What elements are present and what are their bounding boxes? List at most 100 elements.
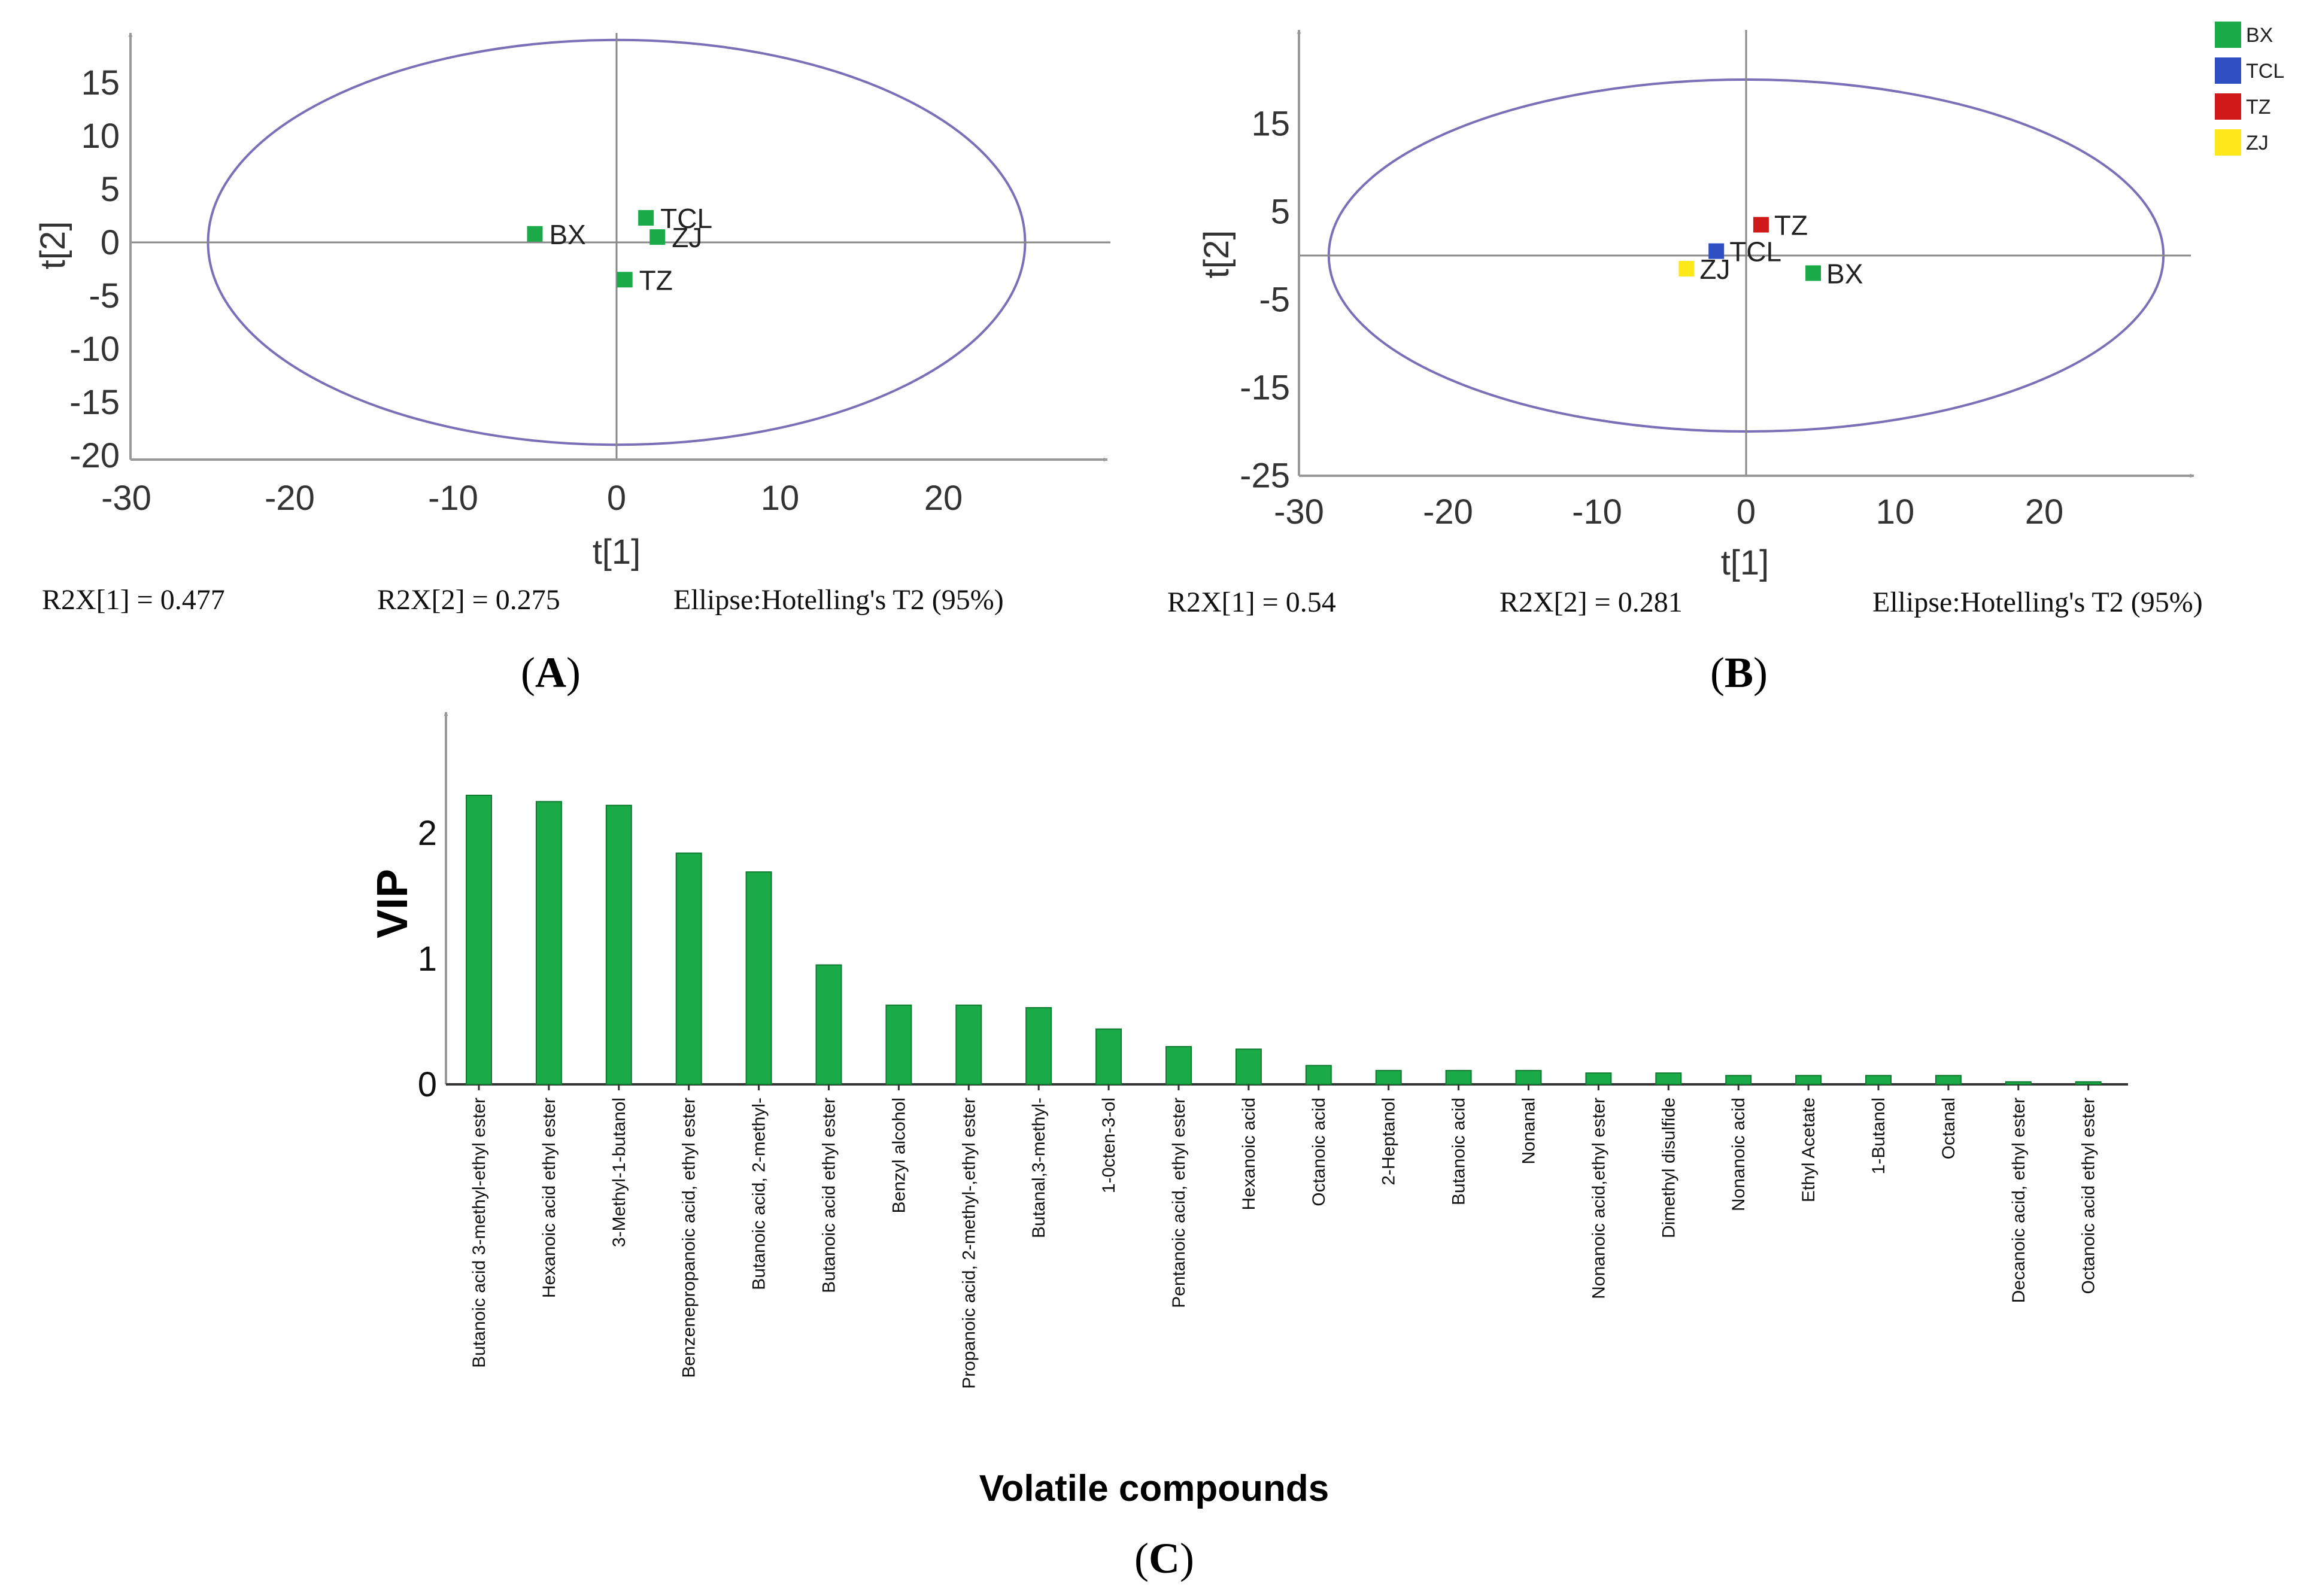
panel-a-point-bx — [527, 226, 543, 242]
panel-b-point-label: TCL — [1729, 236, 1781, 267]
vip-category-label: Butanoic acid ethyl ester — [819, 1098, 839, 1293]
vip-bar — [1305, 1065, 1332, 1085]
panel-c-label: (C) — [1134, 1534, 1194, 1582]
vip-bar — [1935, 1075, 1962, 1086]
vip-bar — [1235, 1048, 1262, 1085]
panel-a-point-label: BX — [550, 219, 586, 250]
panel-a-y-ticks: 15 10 5 0 -5 -10 -15 -20 — [69, 63, 120, 475]
panel-b-x-axis-title: t[1] — [1721, 543, 1769, 582]
panel-b-x-tick-label: 20 — [2025, 493, 2064, 531]
panel-a-y-tick-label: 15 — [81, 63, 120, 102]
vip-bar — [1445, 1069, 1472, 1086]
panel-a-point-tz — [617, 272, 633, 288]
panel-a-point-label: TZ — [639, 265, 673, 296]
panel-b-x-tick-label: -30 — [1274, 493, 1324, 531]
panel-b-x-tick-label: -20 — [1423, 493, 1473, 531]
vip-bar — [466, 795, 492, 1085]
vip-bar — [605, 804, 632, 1086]
panel-b-label: (B) — [1710, 649, 1768, 697]
panel-b-x-tick-label: 0 — [1737, 493, 1756, 531]
panel-c-y-ticks: 2 1 0 — [418, 814, 437, 1104]
panel-b-y-tick-label: 5 — [1271, 193, 1290, 232]
vip-category-label: Hexanoic acid ethyl ester — [539, 1098, 559, 1298]
vip-category-label: Hexanoic acid — [1239, 1098, 1259, 1210]
panel-b-y-tick-label: 15 — [1251, 105, 1290, 144]
panel-a-r2x1: R2X[1] = 0.477 — [42, 584, 225, 616]
vip-category-label: 2-Heptanol — [1379, 1098, 1399, 1185]
panel-b-y-ticks: 15 5 -5 -15 -25 — [1240, 105, 1290, 495]
vip-category-label: Propanoic acid, 2-methyl-,ethyl ester — [959, 1098, 979, 1389]
panel-a-x-axis-title: t[1] — [593, 533, 641, 571]
vip-bar — [745, 871, 772, 1085]
panel-b-point-tcl — [1708, 243, 1725, 259]
vip-category-label: Dimethyl disulfide — [1659, 1098, 1678, 1238]
panel-a-x-tick-label: 10 — [761, 479, 800, 518]
panel-c-vip-bar-chart: 2 1 0 Butanoic acid 3-methyl-ethyl ester He… — [369, 712, 2128, 1582]
legend-label-tcl: TCL — [2246, 60, 2284, 83]
panel-b-r2x1: R2X[1] = 0.54 — [1167, 586, 1336, 618]
panel-b-point-label: ZJ — [1699, 254, 1730, 285]
panel-a-score-plot: -30 -20 -10 0 10 20 15 10 5 0 -5 -10 -15 -20 BX TCLZJ… — [34, 32, 1110, 697]
panel-b-x-tick-label: -10 — [1572, 493, 1622, 531]
vip-category-label: 1-0cten-3-ol — [1099, 1098, 1119, 1193]
panel-a-point-label: ZJ — [672, 222, 702, 253]
panel-b-point-zj — [1678, 261, 1695, 277]
panel-b-point-label: BX — [1826, 258, 1863, 289]
panel-b-ellipse-note: Ellipse:Hotelling's T2 (95%) — [1872, 586, 2203, 618]
vip-bar — [1375, 1069, 1402, 1086]
panel-b-point-label: TZ — [1774, 210, 1808, 241]
panel-b-legend: BX TCL TZ ZJ — [2215, 22, 2284, 156]
legend-label-zj: ZJ — [2246, 132, 2269, 154]
panel-a-x-tick-label: -10 — [428, 479, 478, 518]
vip-bar — [2075, 1081, 2102, 1086]
panel-a-y-axis-title: t[2] — [34, 221, 72, 270]
vip-bar — [815, 964, 842, 1085]
vip-bar — [535, 801, 562, 1085]
legend-label-bx: BX — [2246, 24, 2273, 47]
panel-b-y-tick-label: -25 — [1240, 457, 1290, 495]
panel-c-x-axis-title: Volatile compounds — [979, 1468, 1329, 1509]
vip-category-label: 1-Butanol — [1869, 1098, 1889, 1174]
panel-b-x-tick-label: 10 — [1876, 493, 1915, 531]
panel-c-y-axis-title: VIP — [369, 869, 417, 938]
vip-category-label: Nonanal — [1519, 1098, 1539, 1165]
panel-b-y-axis-title: t[2] — [1197, 230, 1236, 279]
vip-bar — [675, 852, 702, 1085]
panel-b-point-bx — [1805, 265, 1822, 281]
panel-a-y-tick-label: -20 — [69, 436, 120, 475]
panel-c-y-tick-label: 2 — [418, 814, 437, 853]
panel-a-y-tick-label: -15 — [69, 383, 120, 422]
vip-category-label: Nonanoic acid — [1729, 1098, 1749, 1211]
panel-c-y-tick-label: 1 — [418, 940, 437, 978]
panel-a-ellipse-note: Ellipse:Hotelling's T2 (95%) — [673, 584, 1004, 616]
panel-b-x-ticks: -30 -20 -10 0 10 20 — [1274, 493, 2063, 531]
vip-category-label: Octanoic acid — [1309, 1098, 1329, 1206]
vip-bar — [1585, 1072, 1612, 1085]
vip-bar — [1025, 1007, 1052, 1086]
panel-b-point-tz — [1753, 217, 1769, 233]
panel-a-y-tick-label: 10 — [81, 117, 120, 156]
panel-c-category-labels: Butanoic acid 3-methyl-ethyl ester Hexano… — [469, 1098, 2099, 1389]
vip-category-label: Benzyl alcohol — [889, 1098, 909, 1213]
legend-swatch-bx — [2215, 22, 2241, 48]
vip-bar — [885, 1004, 912, 1085]
panel-a-x-tick-label: 0 — [607, 479, 626, 518]
panel-a-point-tcl — [638, 210, 654, 226]
vip-category-label: Benzenepropanoic acid, ethyl ester — [679, 1098, 699, 1378]
vip-category-label: Butanal,3-methyl- — [1029, 1098, 1049, 1238]
panel-a-x-ticks: -30 -20 -10 0 10 20 — [101, 479, 963, 518]
vip-bar — [1865, 1075, 1892, 1086]
vip-bar — [1515, 1069, 1542, 1086]
legend-swatch-zj — [2215, 129, 2241, 156]
legend-swatch-tcl — [2215, 57, 2241, 84]
panel-c-bars — [466, 795, 2102, 1090]
panel-c-y-tick-label: 0 — [418, 1065, 437, 1104]
vip-category-label: Butanoic acid, 2-methyl- — [749, 1098, 769, 1290]
panel-a-x-tick-label: 20 — [924, 479, 963, 518]
vip-category-label: Butanoic acid 3-methyl-ethyl ester — [469, 1098, 489, 1368]
vip-bar — [1165, 1046, 1192, 1085]
panel-a-y-tick-label: 0 — [101, 223, 120, 262]
